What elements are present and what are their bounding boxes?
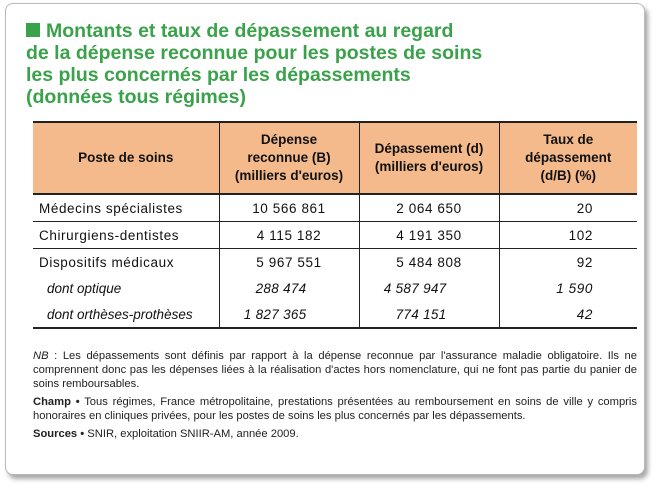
cell-depense: 288 474 <box>218 275 359 301</box>
table-row: Médecins spécialistes 10 566 861 2 064 6… <box>33 194 637 222</box>
cell-depassement: 4 587 947 <box>358 275 499 301</box>
table-row: dont optique 288 474 4 587 947 1 590 <box>33 275 637 301</box>
header-taux-line-3: (d/B) (%) <box>540 168 596 183</box>
note-nb-text: : Les dépassements sont définis par rapp… <box>33 350 637 390</box>
data-table: Poste de soins Dépense reconnue (B) (mil… <box>33 121 637 329</box>
header-taux-line-1: Taux de <box>543 132 594 147</box>
table-header-row: Poste de soins Dépense reconnue (B) (mil… <box>33 121 637 195</box>
note-champ: Champ • Tous régimes, France métropolita… <box>33 395 637 423</box>
header-taux: Taux de dépassement (d/B) (%) <box>498 121 637 195</box>
header-taux-line-2: dépassement <box>525 150 612 165</box>
cell-label: Chirurgiens-dentistes <box>33 221 219 249</box>
note-sources-text: SNIR, exploitation SNIIR-AM, année 2009. <box>84 428 299 440</box>
table-row: Chirurgiens-dentistes 4 115 182 4 191 35… <box>33 221 637 249</box>
cell-depense: 10 566 861 <box>218 194 359 222</box>
cell-depassement: 5 484 808 <box>358 248 499 275</box>
header-depense-line-1: Dépense <box>260 132 318 147</box>
cell-taux: 42 <box>498 301 637 329</box>
figure-notes: NB : Les dépassements sont définis par r… <box>33 349 637 445</box>
cell-depassement: 2 064 650 <box>358 194 499 222</box>
note-champ-text: Tous régimes, France métropolitaine, pre… <box>33 396 637 422</box>
header-poste: Poste de soins <box>33 121 219 195</box>
note-nb: NB : Les dépassements sont définis par r… <box>33 349 637 391</box>
cell-label: Dispositifs médicaux <box>39 254 175 270</box>
cell-depense: 4 115 182 <box>218 221 359 249</box>
header-depense-line-3: (milliers d'euros) <box>234 168 344 183</box>
note-champ-label: Champ • <box>33 396 80 408</box>
cell-depense: 1 827 365 <box>218 301 359 329</box>
note-sources: Sources • SNIR, exploitation SNIIR-AM, a… <box>33 427 637 441</box>
cell-depense: 5 967 551 <box>218 248 359 275</box>
header-depassement: Dépassement (d) (milliers d'euros) <box>358 121 499 195</box>
header-depense-line-2: reconnue (B) <box>247 150 331 165</box>
table-row: Dispositifs médicaux 5 967 551 5 484 808… <box>33 248 637 275</box>
cell-taux: 92 <box>498 248 637 275</box>
cell-label: Médecins spécialistes <box>33 194 219 222</box>
cell-taux: 1 590 <box>498 275 637 301</box>
cell-taux: 102 <box>498 221 637 249</box>
figure-frame: Montants et taux de dépassement au regar… <box>5 3 645 475</box>
figure-title: Montants et taux de dépassement au regar… <box>26 20 626 108</box>
header-poste-text: Poste de soins <box>78 150 174 165</box>
note-sources-label: Sources • <box>33 428 85 440</box>
cell-label: dont orthèses-prothèses <box>33 301 219 329</box>
title-line-1: Montants et taux de dépassement au regar… <box>46 20 454 42</box>
cell-label: dont optique <box>47 280 122 296</box>
cell-taux: 20 <box>498 194 637 222</box>
title-line-2: de la dépense reconnue pour les postes d… <box>26 42 483 64</box>
cell-depassement: 774 151 <box>358 301 499 329</box>
title-bullet-square <box>26 23 40 37</box>
header-depense: Dépense reconnue (B) (milliers d'euros) <box>218 121 359 195</box>
header-depassement-line-2: (milliers d'euros) <box>374 159 484 174</box>
cell-depassement: 4 191 350 <box>358 221 499 249</box>
header-depassement-line-1: Dépassement (d) <box>374 141 484 156</box>
title-line-3: les plus concernés par les dépassements <box>26 64 411 86</box>
table-row: dont orthèses-prothèses 1 827 365 774 15… <box>33 301 637 329</box>
title-line-4: (données tous régimes) <box>26 86 246 108</box>
note-nb-label: NB <box>33 350 49 362</box>
